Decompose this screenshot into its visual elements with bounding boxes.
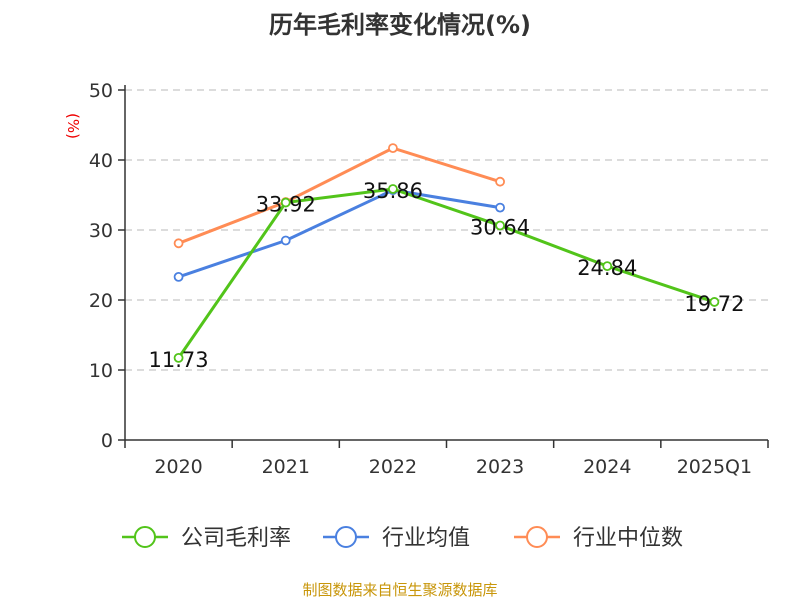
y-tick-label: 30 <box>89 220 113 242</box>
legend-marker-icon <box>526 526 548 548</box>
x-tick-label: 2023 <box>476 456 524 478</box>
data-point <box>388 143 398 154</box>
y-tick-label: 10 <box>89 360 113 382</box>
series-line-2 <box>178 146 501 245</box>
y-tick-label: 0 <box>101 430 113 452</box>
data-label: 35.86 <box>363 179 423 203</box>
data-label: 24.84 <box>577 256 637 280</box>
y-axis-label: (%) <box>64 113 82 139</box>
data-point <box>173 238 184 249</box>
legend-label: 公司毛利率 <box>181 526 291 551</box>
series-line-1 <box>178 188 501 279</box>
x-tick-label: 2020 <box>154 456 202 478</box>
legend-marker-icon <box>134 526 156 548</box>
data-label: 19.72 <box>684 292 744 316</box>
data-label: 11.73 <box>149 348 209 372</box>
legend-marker-icon <box>335 526 357 548</box>
x-tick-label: 2021 <box>262 456 310 478</box>
data-point <box>280 235 291 246</box>
y-tick-label: 50 <box>89 80 113 102</box>
source-footer: 制图数据来自恒生聚源数据库 <box>302 581 497 599</box>
y-tick-label: 20 <box>89 290 113 312</box>
data-point <box>173 271 184 282</box>
x-tick-label: 2024 <box>583 456 631 478</box>
data-point <box>280 197 291 208</box>
data-point <box>173 352 184 363</box>
y-tick-label: 40 <box>89 150 113 172</box>
data-point <box>495 220 505 231</box>
data-point <box>709 297 720 307</box>
x-tick-label: 2025Q1 <box>677 456 752 478</box>
series-line-0 <box>177 187 715 359</box>
legend-label: 行业均值 <box>382 526 470 551</box>
x-tick-label: 2022 <box>369 456 417 478</box>
legend-label: 行业中位数 <box>573 526 683 551</box>
data-point <box>602 261 613 272</box>
chart-title: 历年毛利率变化情况(%) <box>269 11 531 39</box>
data-point <box>388 184 398 194</box>
data-label: 30.64 <box>470 216 530 240</box>
data-point <box>495 202 505 213</box>
data-point <box>495 176 505 187</box>
data-label: 33.92 <box>256 193 316 217</box>
